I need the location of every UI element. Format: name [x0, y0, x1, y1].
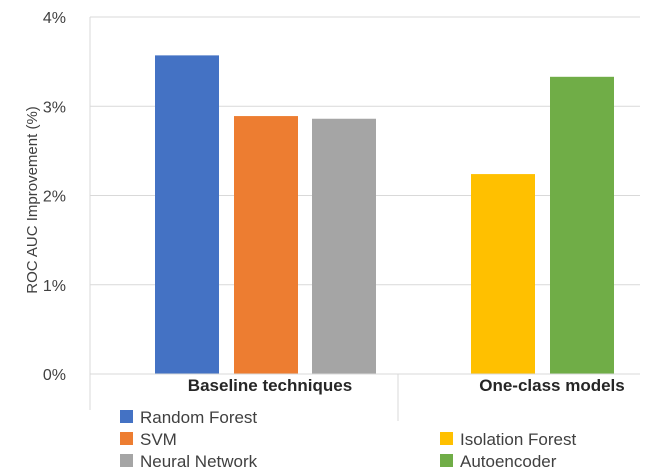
- legend-label: Isolation Forest: [460, 430, 576, 449]
- group-label: One-class models: [479, 376, 625, 395]
- legend-swatch: [440, 432, 453, 445]
- legend-item-neural-network: Neural Network: [120, 452, 258, 471]
- legend-label: Autoencoder: [460, 452, 557, 471]
- y-tick-label: 3%: [43, 99, 66, 116]
- bars: [155, 55, 614, 375]
- legend-swatch: [440, 454, 453, 467]
- legend-item-svm: SVM: [120, 430, 177, 449]
- bar-neural-network: [312, 118, 376, 375]
- legend-label: SVM: [140, 430, 177, 449]
- legend-swatch: [120, 454, 133, 467]
- y-tick-label: 2%: [43, 189, 66, 206]
- legend-swatch: [120, 410, 133, 423]
- y-tick-label: 1%: [43, 278, 66, 295]
- legend-item-isolation-forest: Isolation Forest: [440, 430, 576, 449]
- group-labels: Baseline techniques One-class models: [188, 376, 625, 395]
- bar-isolation-forest: [471, 174, 535, 374]
- legend-label: Neural Network: [140, 452, 258, 471]
- bar-svm: [234, 116, 298, 374]
- y-tick-label: 4%: [43, 10, 66, 27]
- legend-label: Random Forest: [140, 408, 257, 427]
- legend: Random Forest SVM Neural Network Isolation …: [120, 408, 576, 471]
- legend-swatch: [120, 432, 133, 445]
- y-axis-title: ROC AUC Improvement (%): [24, 106, 41, 294]
- legend-item-random-forest: Random Forest: [120, 408, 257, 427]
- group-label: Baseline techniques: [188, 376, 352, 395]
- bar-autoencoder: [550, 76, 614, 375]
- bar-random-forest: [155, 55, 219, 374]
- y-axis-tick-labels: 0% 1% 2% 3% 4%: [43, 10, 66, 384]
- legend-item-autoencoder: Autoencoder: [440, 452, 557, 471]
- y-tick-label: 0%: [43, 367, 66, 384]
